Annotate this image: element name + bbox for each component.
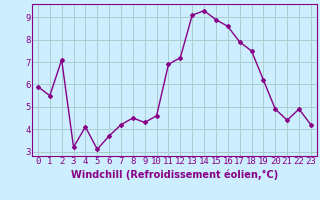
X-axis label: Windchill (Refroidissement éolien,°C): Windchill (Refroidissement éolien,°C) — [71, 169, 278, 180]
